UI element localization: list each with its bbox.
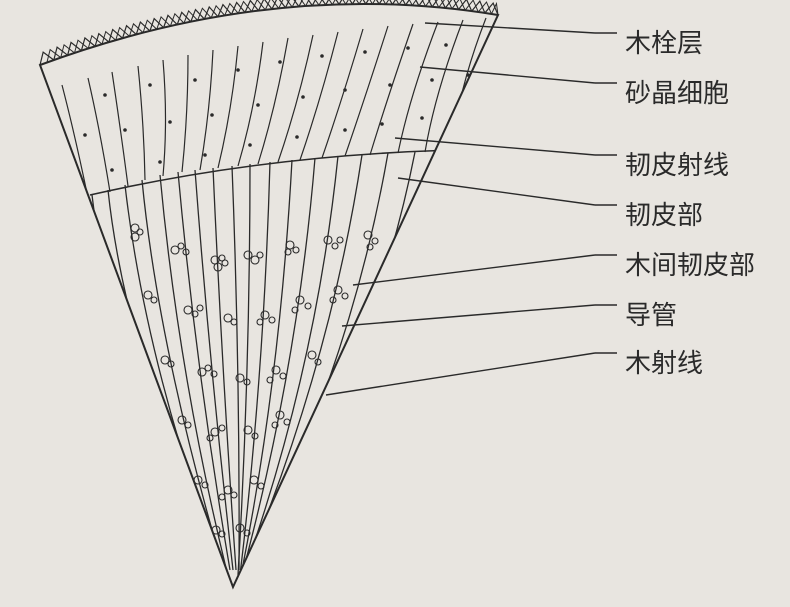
label-cork-layer: 木栓层 — [625, 23, 703, 60]
label-phloem-ray: 韧皮射线 — [625, 145, 729, 182]
label-vessel: 导管 — [625, 295, 677, 332]
label-crystal-cell: 砂晶细胞 — [625, 73, 729, 110]
label-xylem-ray: 木射线 — [625, 343, 703, 380]
diagram-container: 木栓层砂晶细胞韧皮射线韧皮部木间韧皮部导管木射线 — [0, 0, 790, 607]
label-phloem: 韧皮部 — [625, 195, 703, 232]
label-interxylary-phloem: 木间韧皮部 — [625, 245, 755, 282]
